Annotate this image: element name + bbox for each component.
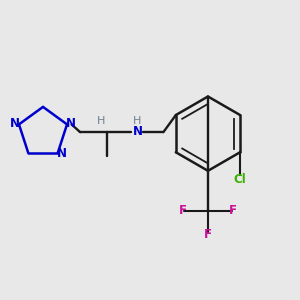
Text: H: H <box>133 116 142 126</box>
Text: N: N <box>66 117 76 130</box>
Text: F: F <box>229 204 237 218</box>
Text: H: H <box>98 116 106 126</box>
Text: N: N <box>133 125 142 138</box>
Text: N: N <box>57 147 67 160</box>
Text: N: N <box>10 117 20 130</box>
Text: Cl: Cl <box>234 173 247 186</box>
Text: F: F <box>204 228 212 241</box>
Text: F: F <box>179 204 187 218</box>
